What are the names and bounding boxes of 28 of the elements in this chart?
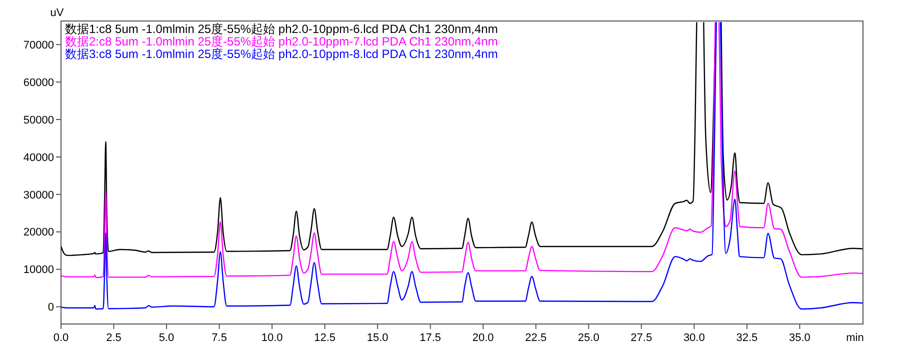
y-tick-label: 50000 xyxy=(23,114,54,126)
x-tick-label: 22.5 xyxy=(525,332,547,344)
text: 数据3:c8 5um -1.0mlmin 25度-55%起始 ph2.0-10ppm-8.lcd PDA Ch1 230nm,4nm xyxy=(65,47,498,62)
x-tick-label: 7.5 xyxy=(212,332,227,344)
x-tick-label: 5.0 xyxy=(158,332,174,344)
x-tick-label: 32.5 xyxy=(736,332,758,344)
text: 数据1:c8 5um -1.0mlmin 25度-55%起始 ph2.0-10ppm-6.lcd PDA Ch1 230nm,4nm xyxy=(65,22,498,36)
x-tick-label: 27.5 xyxy=(630,332,652,344)
y-tick-label: 20000 xyxy=(23,226,54,239)
x-tick-label: 10.0 xyxy=(261,332,283,344)
y-tick-label: 60000 xyxy=(23,76,54,89)
x-tick-label: 20.0 xyxy=(472,332,494,344)
x-tick-label: 2.5 xyxy=(106,332,122,344)
y-tick-label: 30000 xyxy=(23,189,54,202)
x-tick-label: 17.5 xyxy=(420,332,442,344)
y-tick-label: 70000 xyxy=(23,39,54,52)
x-tick-label: 0.0 xyxy=(53,332,69,344)
x-tick-label: 30.0 xyxy=(683,332,705,344)
y-tick-label: 0 xyxy=(48,302,54,314)
x-tick-label: 25.0 xyxy=(578,332,600,344)
x-axis-title: min xyxy=(846,332,864,344)
x-tick-label: 12.5 xyxy=(314,332,336,344)
y-tick-label: 10000 xyxy=(23,264,54,276)
text: 数据2:c8 5um -1.0mlmin 25度-55%起始 ph2.0-10ppm-7.lcd PDA Ch1 230nm,4nm xyxy=(65,34,498,49)
x-tick-label: 35.0 xyxy=(788,332,810,344)
y-axis-title: uV xyxy=(50,7,64,19)
x-tick-label: 15.0 xyxy=(366,332,388,344)
y-tick-label: 40000 xyxy=(23,152,54,164)
